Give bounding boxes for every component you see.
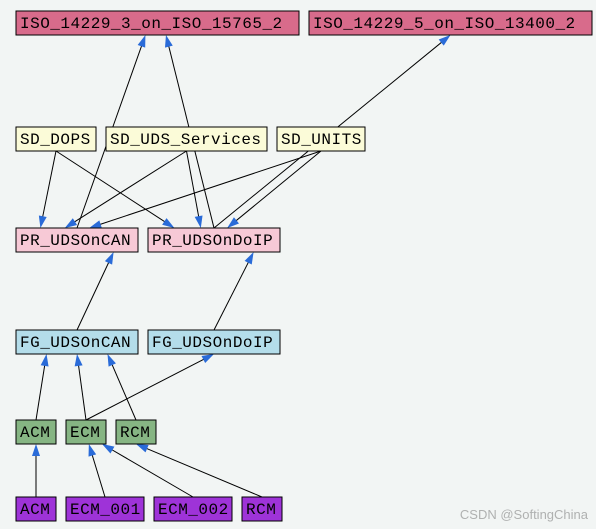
arrowhead	[202, 354, 214, 363]
node-iso1: ISO_14229_3_on_ISO_15765_2	[16, 11, 299, 35]
arrowhead	[195, 215, 203, 228]
edge	[42, 151, 56, 221]
node-label: RCM	[246, 501, 276, 519]
node-ecu3: RCM	[116, 420, 156, 444]
arrowhead	[138, 35, 146, 48]
node-ecu2: ECM	[66, 420, 106, 444]
edge	[36, 361, 45, 420]
edge	[108, 448, 193, 497]
edge	[78, 361, 86, 420]
edge	[96, 151, 321, 226]
edge	[71, 151, 187, 224]
node-pr2: PR_UDSOnDoIP	[148, 228, 280, 252]
arrowhead	[162, 218, 174, 228]
node-l1: ACM	[16, 497, 56, 521]
edge	[233, 151, 321, 223]
nodes-layer: ISO_14229_3_on_ISO_15765_2 ISO_14229_5_on…	[16, 11, 592, 521]
node-pr1: PR_UDSOnCAN	[16, 228, 138, 252]
node-l3: ECM_002	[154, 497, 232, 521]
edge	[214, 258, 250, 330]
arrowhead	[89, 444, 97, 457]
node-label: ISO_14229_5_on_ISO_13400_2	[313, 15, 576, 33]
arrowhead	[136, 444, 149, 452]
node-sd3: SD_UNITS	[277, 127, 365, 151]
arrowhead	[65, 218, 77, 228]
arrowhead	[439, 35, 451, 46]
node-label: ISO_14229_3_on_ISO_15765_2	[20, 15, 283, 33]
arrowhead	[105, 252, 114, 265]
edge	[143, 447, 262, 497]
arrowhead	[165, 35, 173, 48]
node-label: PR_UDSOnCAN	[20, 232, 131, 250]
node-sd2: SD_UDS_Services	[106, 127, 267, 151]
arrowhead	[227, 217, 239, 228]
node-label: SD_UNITS	[281, 131, 362, 149]
edge	[110, 361, 136, 420]
arrowhead	[39, 215, 47, 228]
node-label: FG_UDSOnCAN	[20, 334, 131, 352]
node-label: SD_DOPS	[20, 131, 91, 149]
edge	[86, 357, 208, 420]
node-label: ACM	[20, 424, 50, 442]
node-label: FG_UDSOnDoIP	[152, 334, 273, 352]
edge	[56, 151, 168, 224]
arrowhead	[89, 220, 102, 228]
arrowhead	[41, 354, 49, 366]
diagram-canvas: ISO_14229_3_on_ISO_15765_2 ISO_14229_5_on…	[0, 0, 596, 529]
node-label: ECM	[70, 424, 100, 442]
watermark: CSDN @SoftingChina	[460, 507, 589, 522]
node-fg1: FG_UDSOnCAN	[16, 330, 138, 354]
arrowhead	[32, 444, 40, 456]
arrowhead	[108, 354, 116, 367]
arrowhead	[75, 354, 83, 366]
arrowhead	[102, 444, 114, 453]
node-label: RCM	[120, 424, 150, 442]
edge	[77, 259, 111, 330]
node-ecu1: ACM	[16, 420, 56, 444]
node-l2: ECM_001	[66, 497, 144, 521]
node-label: ACM	[20, 501, 50, 519]
node-label: SD_UDS_Services	[110, 131, 262, 149]
node-sd1: SD_DOPS	[16, 127, 96, 151]
arrowhead	[245, 252, 254, 265]
node-fg2: FG_UDSOnDoIP	[148, 330, 280, 354]
node-label: ECM_001	[70, 501, 141, 519]
node-iso2: ISO_14229_5_on_ISO_13400_2	[309, 11, 592, 35]
node-label: PR_UDSOnDoIP	[152, 232, 273, 250]
edge	[91, 451, 105, 497]
node-l4: RCM	[242, 497, 282, 521]
node-label: ECM_002	[158, 501, 229, 519]
